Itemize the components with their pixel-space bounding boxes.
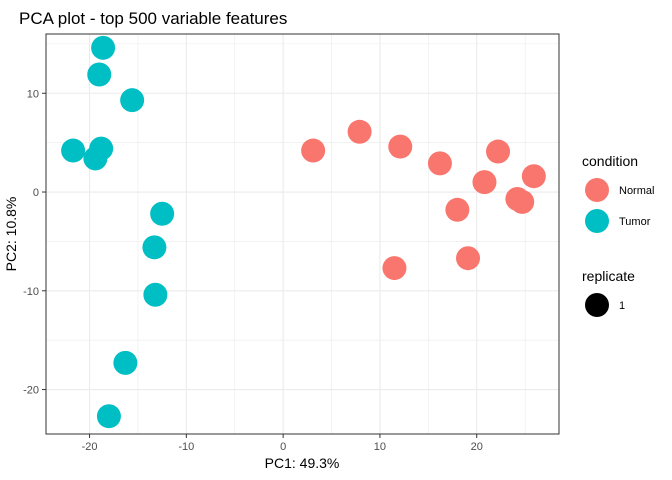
legend-label: 1	[619, 300, 625, 312]
y-tick-label: -10	[23, 286, 39, 298]
data-point-tumor	[143, 282, 168, 307]
legend-key	[585, 178, 609, 202]
data-point-normal	[472, 170, 497, 195]
data-point-tumor	[61, 138, 86, 163]
data-point-normal	[347, 119, 372, 144]
data-point-normal	[382, 256, 407, 281]
plot-panel	[45, 33, 560, 435]
data-point-tumor	[83, 146, 108, 171]
legend-key	[585, 209, 609, 233]
data-point-normal	[521, 164, 546, 189]
data-point-normal	[427, 151, 452, 176]
legend-title: replicate	[582, 268, 635, 284]
y-tick-label: 0	[33, 187, 39, 199]
legend-label: Normal	[619, 185, 654, 197]
data-point-tumor	[87, 62, 112, 87]
x-tick-label: 0	[280, 441, 286, 453]
legend-label: Tumor	[619, 216, 651, 228]
data-point-normal	[301, 138, 326, 163]
data-point-normal	[445, 197, 470, 222]
data-point-tumor	[150, 201, 175, 226]
plot-panel-border	[45, 33, 560, 435]
y-axis-title: PC2: 10.8%	[3, 197, 19, 272]
minor-gridlines	[46, 34, 559, 434]
x-tick-label: -20	[82, 441, 98, 453]
data-point-normal	[388, 134, 413, 159]
data-point-tumor	[142, 235, 167, 260]
legend-key	[585, 293, 609, 317]
x-axis-ticks: -20 -10 0 10 20	[82, 434, 483, 453]
chart-title: PCA plot - top 500 variable features	[19, 9, 287, 28]
data-point-normal	[486, 139, 511, 164]
legend-title: condition	[582, 153, 638, 169]
x-tick-label: 20	[471, 441, 483, 453]
y-axis-ticks: -20 -10 0 10	[23, 88, 46, 397]
y-tick-label: 10	[27, 88, 39, 100]
data-point-normal	[510, 189, 535, 214]
data-points	[61, 35, 546, 429]
y-tick-label: -20	[23, 385, 39, 397]
x-tick-label: 10	[374, 441, 386, 453]
data-point-tumor	[96, 404, 121, 429]
data-point-tumor	[120, 88, 145, 113]
data-point-tumor	[91, 35, 116, 60]
x-tick-label: -10	[178, 441, 194, 453]
data-point-normal	[456, 246, 481, 271]
data-point-tumor	[113, 350, 138, 375]
legend: condition Normal Tumor replicate 1	[582, 153, 654, 317]
x-axis-title: PC1: 49.3%	[265, 455, 340, 471]
